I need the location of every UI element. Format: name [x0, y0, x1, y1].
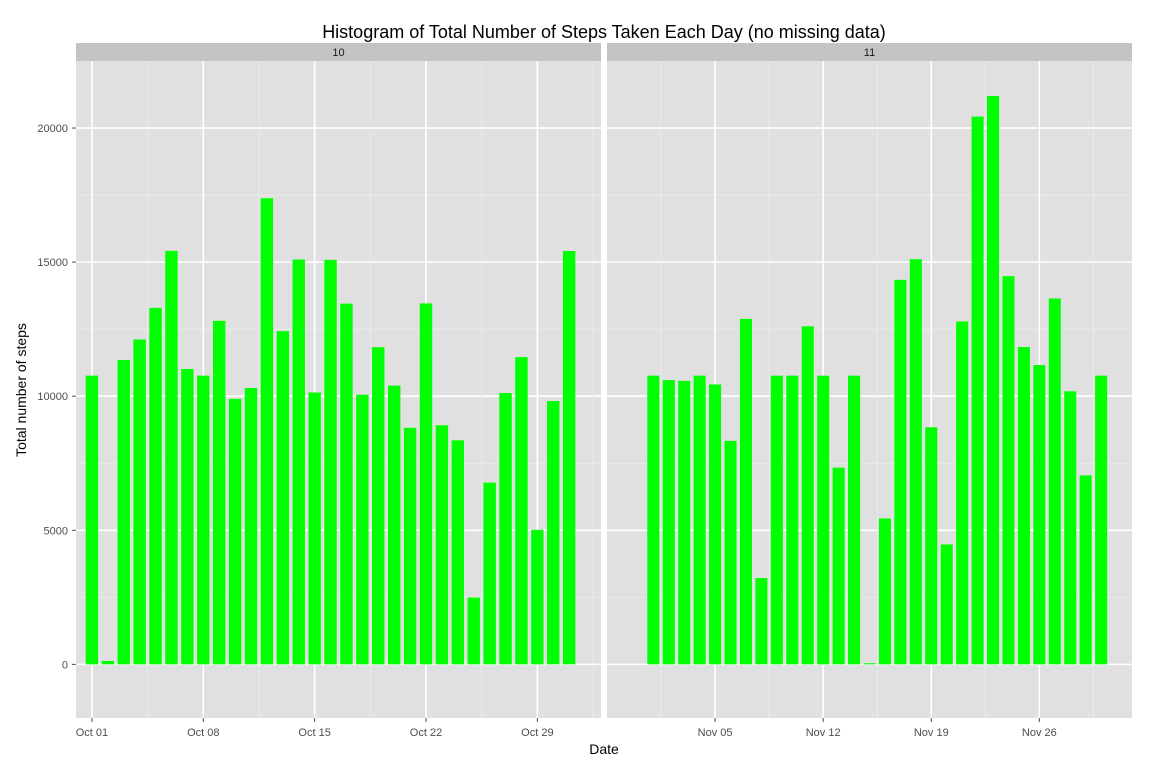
- bar-2012-10-09: [212, 320, 226, 665]
- bar-2012-11-21: [956, 321, 969, 665]
- x-tick-label: Nov 26: [1022, 727, 1057, 739]
- facet-strip-label: 10: [332, 47, 344, 59]
- bar-2012-10-25: [467, 597, 480, 665]
- y-axis: 0 5000 10000 15000 20000: [37, 123, 76, 671]
- bar-2012-11-11: [801, 326, 814, 665]
- bar-2012-11-23: [987, 96, 1000, 665]
- x-tick-label: Oct 15: [298, 727, 330, 739]
- bar-2012-11-03: [678, 380, 691, 665]
- bar-2012-10-26: [483, 482, 496, 665]
- facet-strip-label: 11: [864, 47, 875, 59]
- bar-2012-10-12: [260, 198, 274, 665]
- bar-2012-11-05: [709, 384, 722, 665]
- bar-2012-10-10: [228, 398, 242, 665]
- bar-2012-10-30: [547, 401, 560, 665]
- bar-2012-11-15: [863, 663, 876, 665]
- x-tick-label: Nov 05: [698, 727, 733, 739]
- facet-panels: 10 Oct 01 Oct 08 Oct 15 Oct 22 Oct 29 11 Nov 05…: [76, 43, 1132, 739]
- bar-2012-10-16: [324, 259, 337, 665]
- bar-2012-10-31: [562, 251, 576, 665]
- bar-2012-11-10: [786, 375, 799, 665]
- bar-2012-11-24: [1002, 276, 1015, 665]
- bar-2012-11-13: [832, 467, 845, 665]
- x-axis-title: Date: [589, 741, 619, 757]
- bar-2012-11-28: [1064, 391, 1077, 665]
- bar-2012-10-14: [292, 259, 305, 665]
- bar-2012-10-28: [515, 357, 528, 665]
- bar-2012-10-22: [419, 303, 433, 665]
- bar-2012-11-29: [1079, 475, 1092, 665]
- facet-panel-10: 10 Oct 01 Oct 08 Oct 15 Oct 22 Oct 29: [76, 43, 601, 739]
- bar-2012-10-04: [133, 339, 146, 665]
- x-tick-label: Oct 29: [521, 727, 553, 739]
- bar-2012-10-24: [451, 440, 465, 665]
- bar-2012-10-07: [181, 368, 194, 665]
- bar-2012-11-25: [1017, 347, 1030, 665]
- y-tick-label: 10000: [37, 391, 68, 403]
- bar-2012-10-08: [197, 375, 210, 665]
- facet-strip: [607, 43, 1132, 61]
- bar-2012-10-13: [276, 331, 290, 665]
- bar-2012-11-09: [770, 375, 783, 665]
- y-tick-label: 20000: [37, 123, 68, 135]
- bar-2012-11-04: [693, 375, 706, 665]
- bar-2012-10-01: [85, 375, 99, 665]
- bar-2012-10-20: [387, 385, 401, 665]
- bar-2012-10-02: [101, 660, 115, 665]
- bar-2012-10-29: [531, 529, 544, 665]
- bar-2012-10-21: [403, 427, 417, 665]
- bar-2012-11-07: [739, 318, 752, 665]
- x-tick-label: Nov 19: [914, 727, 949, 739]
- y-axis-title: Total number of steps: [13, 323, 29, 457]
- bar-2012-11-27: [1048, 298, 1061, 665]
- x-tick-label: Nov 12: [806, 727, 841, 739]
- bar-2012-11-19: [925, 427, 938, 665]
- bar-2012-11-16: [878, 518, 891, 665]
- bar-2012-11-01: [647, 375, 660, 665]
- bar-2012-11-02: [662, 380, 675, 665]
- facet-panel-11: 11 Nov 05 Nov 12 Nov 19 Nov 26: [607, 43, 1132, 739]
- bar-2012-11-08: [755, 578, 768, 665]
- x-tick-label: Oct 01: [76, 727, 108, 739]
- chart-title: Histogram of Total Number of Steps Taken…: [322, 22, 886, 42]
- bar-2012-11-12: [817, 375, 830, 665]
- y-tick-label: 5000: [44, 525, 68, 537]
- bar-2012-10-11: [244, 388, 258, 665]
- facet-strip: [76, 43, 601, 61]
- bar-2012-10-06: [165, 250, 178, 665]
- bar-2012-10-18: [356, 394, 369, 665]
- bar-2012-10-05: [149, 307, 162, 665]
- bar-2012-10-27: [499, 393, 512, 665]
- bar-2012-11-26: [1033, 365, 1046, 665]
- bar-2012-11-30: [1095, 375, 1108, 665]
- bar-2012-10-19: [372, 347, 385, 665]
- bar-2012-10-23: [435, 425, 449, 665]
- y-tick-label: 0: [62, 659, 68, 671]
- bar-2012-10-17: [340, 303, 353, 665]
- y-tick-label: 15000: [37, 257, 68, 269]
- bar-2012-11-22: [971, 116, 984, 665]
- panel-background: [76, 61, 601, 718]
- bar-2012-11-17: [894, 279, 907, 665]
- bar-2012-10-15: [308, 392, 321, 665]
- bar-2012-11-06: [724, 440, 737, 665]
- bar-2012-11-18: [909, 259, 922, 665]
- bar-2012-10-03: [117, 359, 130, 665]
- bar-2012-11-20: [940, 544, 953, 665]
- x-tick-label: Oct 08: [187, 727, 219, 739]
- bar-2012-11-14: [848, 375, 861, 665]
- x-tick-label: Oct 22: [410, 727, 442, 739]
